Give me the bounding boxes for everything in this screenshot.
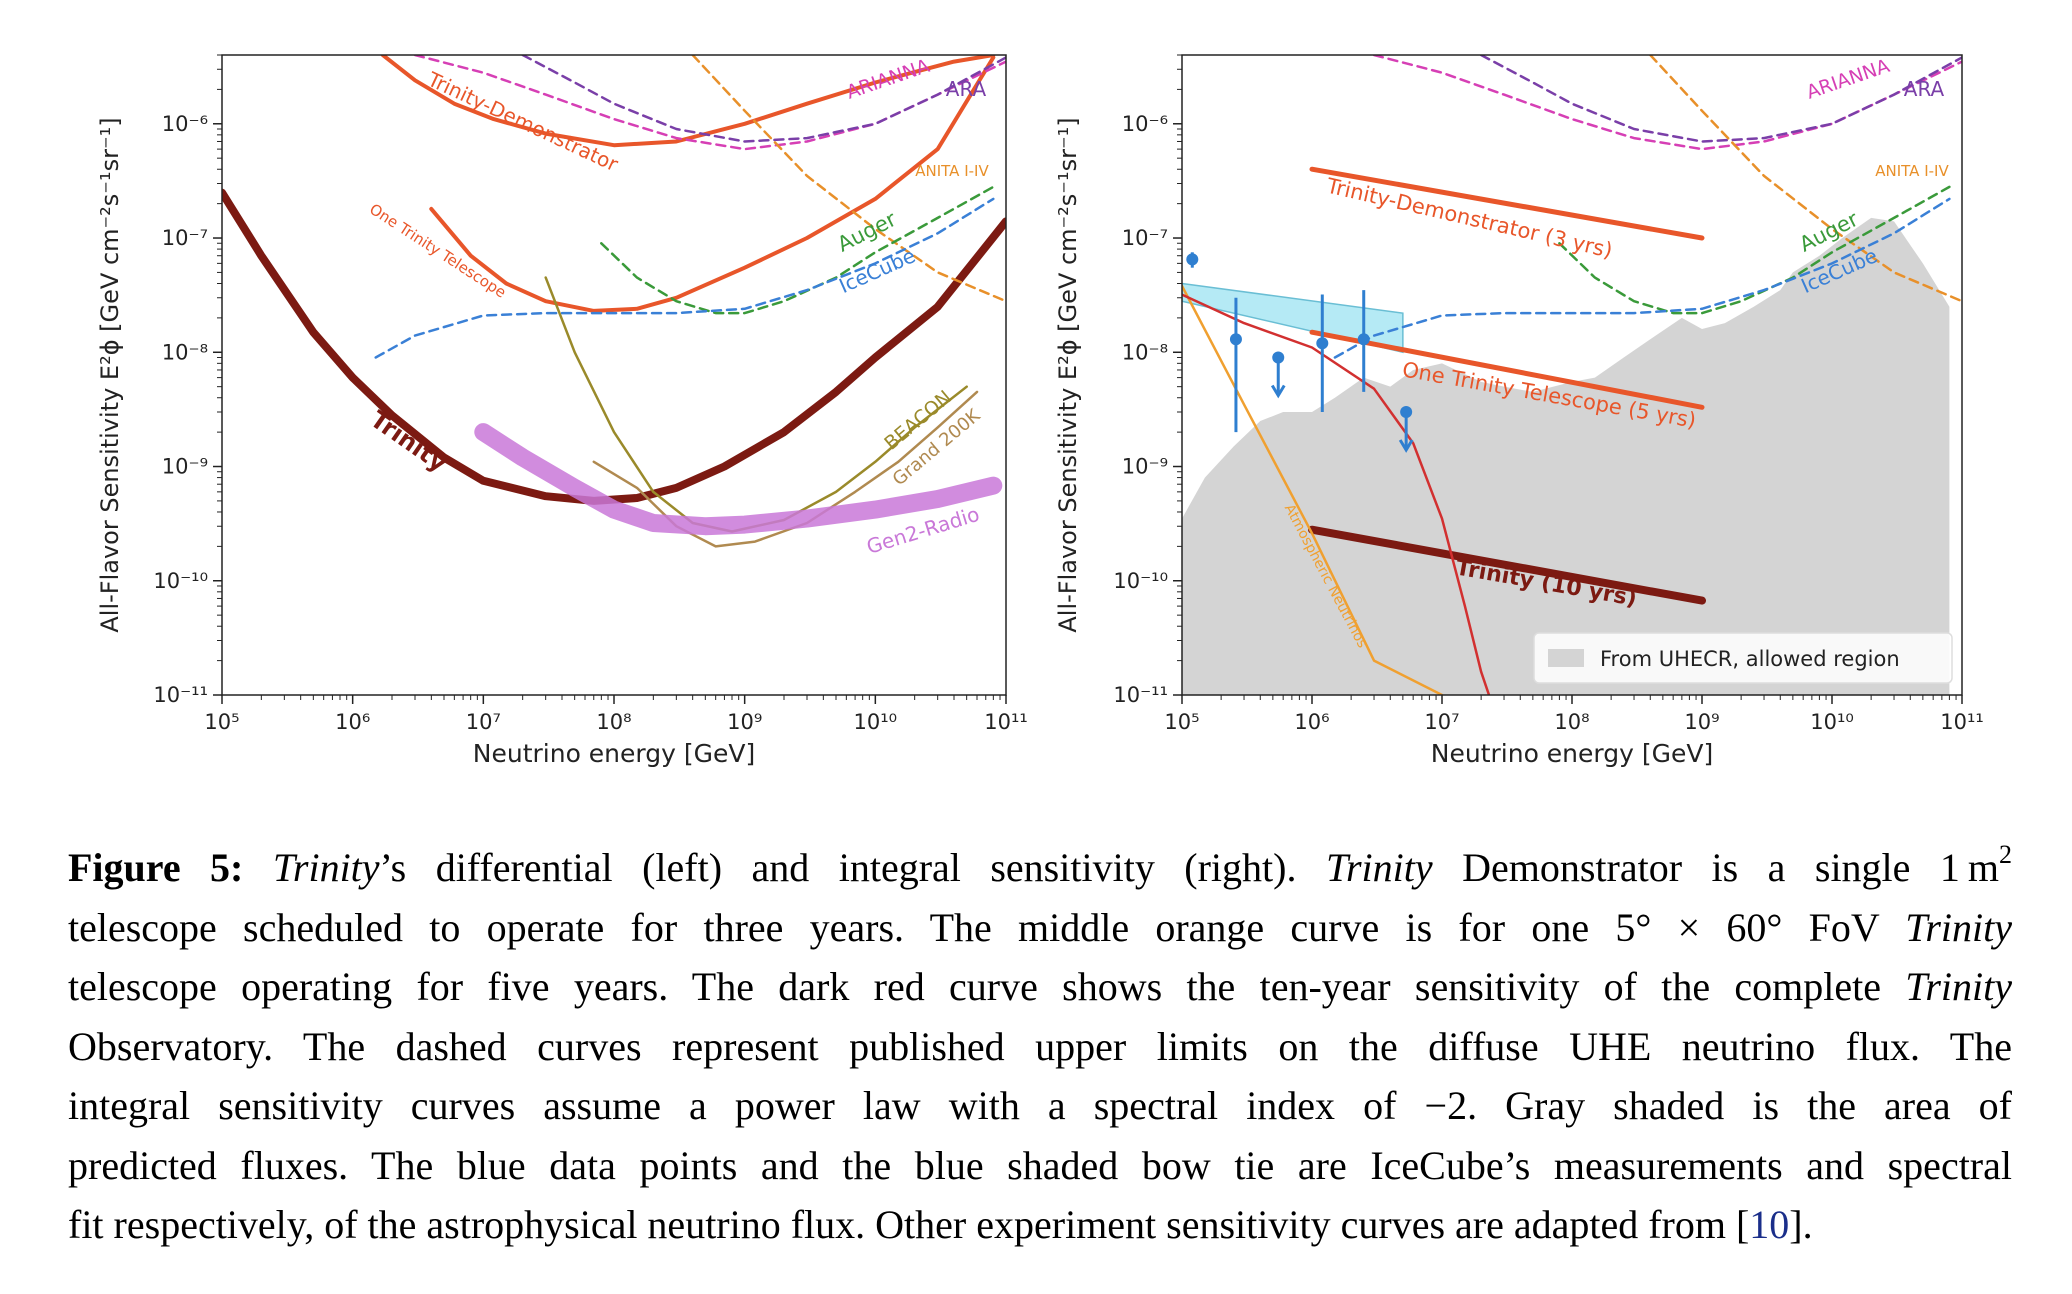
curve-label-auger: Auger [834, 207, 901, 257]
y-tick-label: 10⁻⁸ [1122, 340, 1168, 364]
x-axis-label: Neutrino energy [GeV] [473, 739, 755, 768]
x-tick-label: 10⁸ [596, 710, 631, 734]
y-tick-label: 10⁻⁷ [162, 226, 208, 250]
series-auger [600, 185, 995, 315]
caption-line-4: Observatory. The dashed curves represent… [68, 1023, 2012, 1069]
x-tick-label: 10⁹ [727, 710, 762, 734]
series-anita-i-iv [691, 55, 1006, 303]
plot-area [222, 55, 1006, 548]
curve-label-arianna: ARIANNA [1804, 55, 1893, 104]
x-tick-label: 10⁸ [1554, 710, 1589, 734]
upper-limit-arrow [1270, 384, 1286, 399]
y-tick-label: 10⁻¹⁰ [1113, 569, 1168, 593]
series-one-trinity-telescope [429, 55, 996, 313]
series-beacon [544, 276, 968, 533]
y-tick-label: 10⁻⁸ [162, 340, 208, 364]
x-tick-label: 10⁷ [466, 710, 501, 734]
curve-label-ara: ARA [1904, 77, 1945, 101]
icecube-data-point [1316, 294, 1329, 413]
legend: From UHECR, allowed region [1533, 632, 1953, 684]
data-marker [1272, 351, 1285, 364]
chart-panel-right: 10⁵ 10⁶ 10⁷ 10⁸ 10⁹ 10¹⁰ 10¹¹ 10⁻¹¹ 10⁻¹⁰ 10⁻⁹ 10⁻… [1054, 54, 1984, 768]
series-anita-i-iv [1649, 55, 1962, 303]
series-icecube [374, 197, 995, 359]
y-tick-label: 10⁻⁹ [162, 455, 208, 479]
series-auger [1558, 185, 1951, 315]
x-tick-label: 10¹¹ [984, 710, 1028, 734]
curve-label-arianna: ARIANNA [844, 55, 933, 104]
curve-label-ara: ARA [946, 77, 987, 101]
x-tick-label: 10⁹ [1684, 710, 1719, 734]
legend-box [1533, 632, 1953, 684]
x-tick-label: 10¹¹ [1940, 710, 1984, 734]
x-tick-label: 10⁵ [204, 710, 239, 734]
series-grand-200k [592, 390, 979, 548]
caption-line-2: telescope scheduled to operate for three… [68, 904, 2012, 950]
series-curve [1182, 293, 1491, 695]
figure-caption: Figure 5: Trinity’s differential (left) … [68, 838, 2012, 1255]
series-icecube [1333, 197, 1951, 359]
data-marker [1400, 406, 1413, 419]
caption-line-5: integral sensitivity curves assume a pow… [68, 1083, 2012, 1128]
y-tick-label: 10⁻¹¹ [1113, 683, 1168, 707]
curve-label-trinity-demonstrator: Trinity-Demonstrator [423, 67, 622, 177]
series-one-trinity-telescope-5-yrs [1309, 329, 1705, 410]
upper-limit-arrow [1398, 439, 1414, 453]
x-tick-label: 10⁵ [1164, 710, 1199, 734]
x-tick-label: 10⁷ [1424, 710, 1459, 734]
data-marker [1357, 333, 1370, 346]
caption-line-7: fit respectively, of the astrophysical n… [68, 1202, 1813, 1247]
chart-panel-left: 10⁵ 10⁶ 10⁷ 10⁸ 10⁹ 10¹⁰ 10¹¹ 10⁻¹¹ 10⁻¹⁰ 10⁻⁹ 10⁻… [96, 54, 1028, 768]
y-tick-label: 10⁻¹⁰ [153, 569, 208, 593]
x-tick-label: 10⁶ [335, 710, 370, 734]
caption-line-1: Figure 5: Trinity’s differential (left) … [68, 840, 2013, 891]
series-ara [521, 55, 1006, 143]
icecube-data-point [1186, 252, 1199, 268]
y-tick-label: 10⁻⁶ [1122, 112, 1168, 136]
legend-label: From UHECR, allowed region [1600, 647, 1900, 671]
icecube-data-point [1398, 406, 1414, 453]
y-tick-label: 10⁻⁹ [1122, 455, 1168, 479]
series-trinity-demonstrator-3-yrs [1309, 166, 1705, 241]
caption-line-6: predicted fluxes. The blue data points a… [68, 1142, 2012, 1188]
y-tick-label: 10⁻⁷ [1122, 226, 1168, 250]
data-marker [1186, 253, 1199, 266]
caption-label: Figure 5: [68, 845, 244, 890]
curve-label-trinity-demonstrator-3-yrs: Trinity-Demonstrator (3 yrs) [1323, 173, 1614, 262]
y-axis-label: All-Flavor Sensitivity E²ϕ [GeV cm⁻²s⁻¹s… [96, 117, 124, 632]
plot-area [1182, 55, 1962, 695]
series-trinity-10-yrs [1308, 525, 1706, 605]
data-marker [1229, 333, 1242, 346]
uhecr-allowed-region [1182, 217, 1950, 695]
x-tick-label: 10¹⁰ [854, 710, 898, 734]
y-tick-label: 10⁻¹¹ [153, 683, 208, 707]
figure-panels: 10⁵ 10⁶ 10⁷ 10⁸ 10⁹ 10¹⁰ 10¹¹ 10⁻¹¹ 10⁻¹⁰ 10⁻⁹ 10⁻… [96, 54, 1984, 768]
x-axis-label: Neutrino energy [GeV] [1431, 739, 1713, 768]
data-marker [1316, 337, 1329, 350]
curve-label-anita-i-iv: ANITA I-IV [1875, 162, 1949, 180]
series-trinity-demonstrator [380, 55, 996, 148]
y-tick-label: 10⁻⁶ [162, 112, 208, 136]
series-atmospheric-neutrinos [1182, 284, 1444, 695]
series-ara [1479, 55, 1962, 143]
caption-line-3: telescope operating for five years. The … [68, 964, 2012, 1009]
x-tick-label: 10¹⁰ [1810, 710, 1854, 734]
y-axis-label: All-Flavor Sensitivity E²ϕ [GeV cm⁻²s⁻¹s… [1054, 117, 1082, 632]
icecube-data-point [1357, 290, 1370, 392]
x-tick-label: 10⁶ [1294, 710, 1329, 734]
icecube-data-point [1229, 297, 1242, 433]
series-gen2-radio [474, 423, 1003, 536]
reference-link[interactable]: 10 [1749, 1202, 1790, 1247]
curve-label-trinity: Trinity [365, 405, 452, 478]
icecube-data-point [1270, 351, 1286, 399]
curve-label-anita-i-iv: ANITA I-IV [915, 162, 989, 180]
legend-swatch [1548, 649, 1584, 667]
